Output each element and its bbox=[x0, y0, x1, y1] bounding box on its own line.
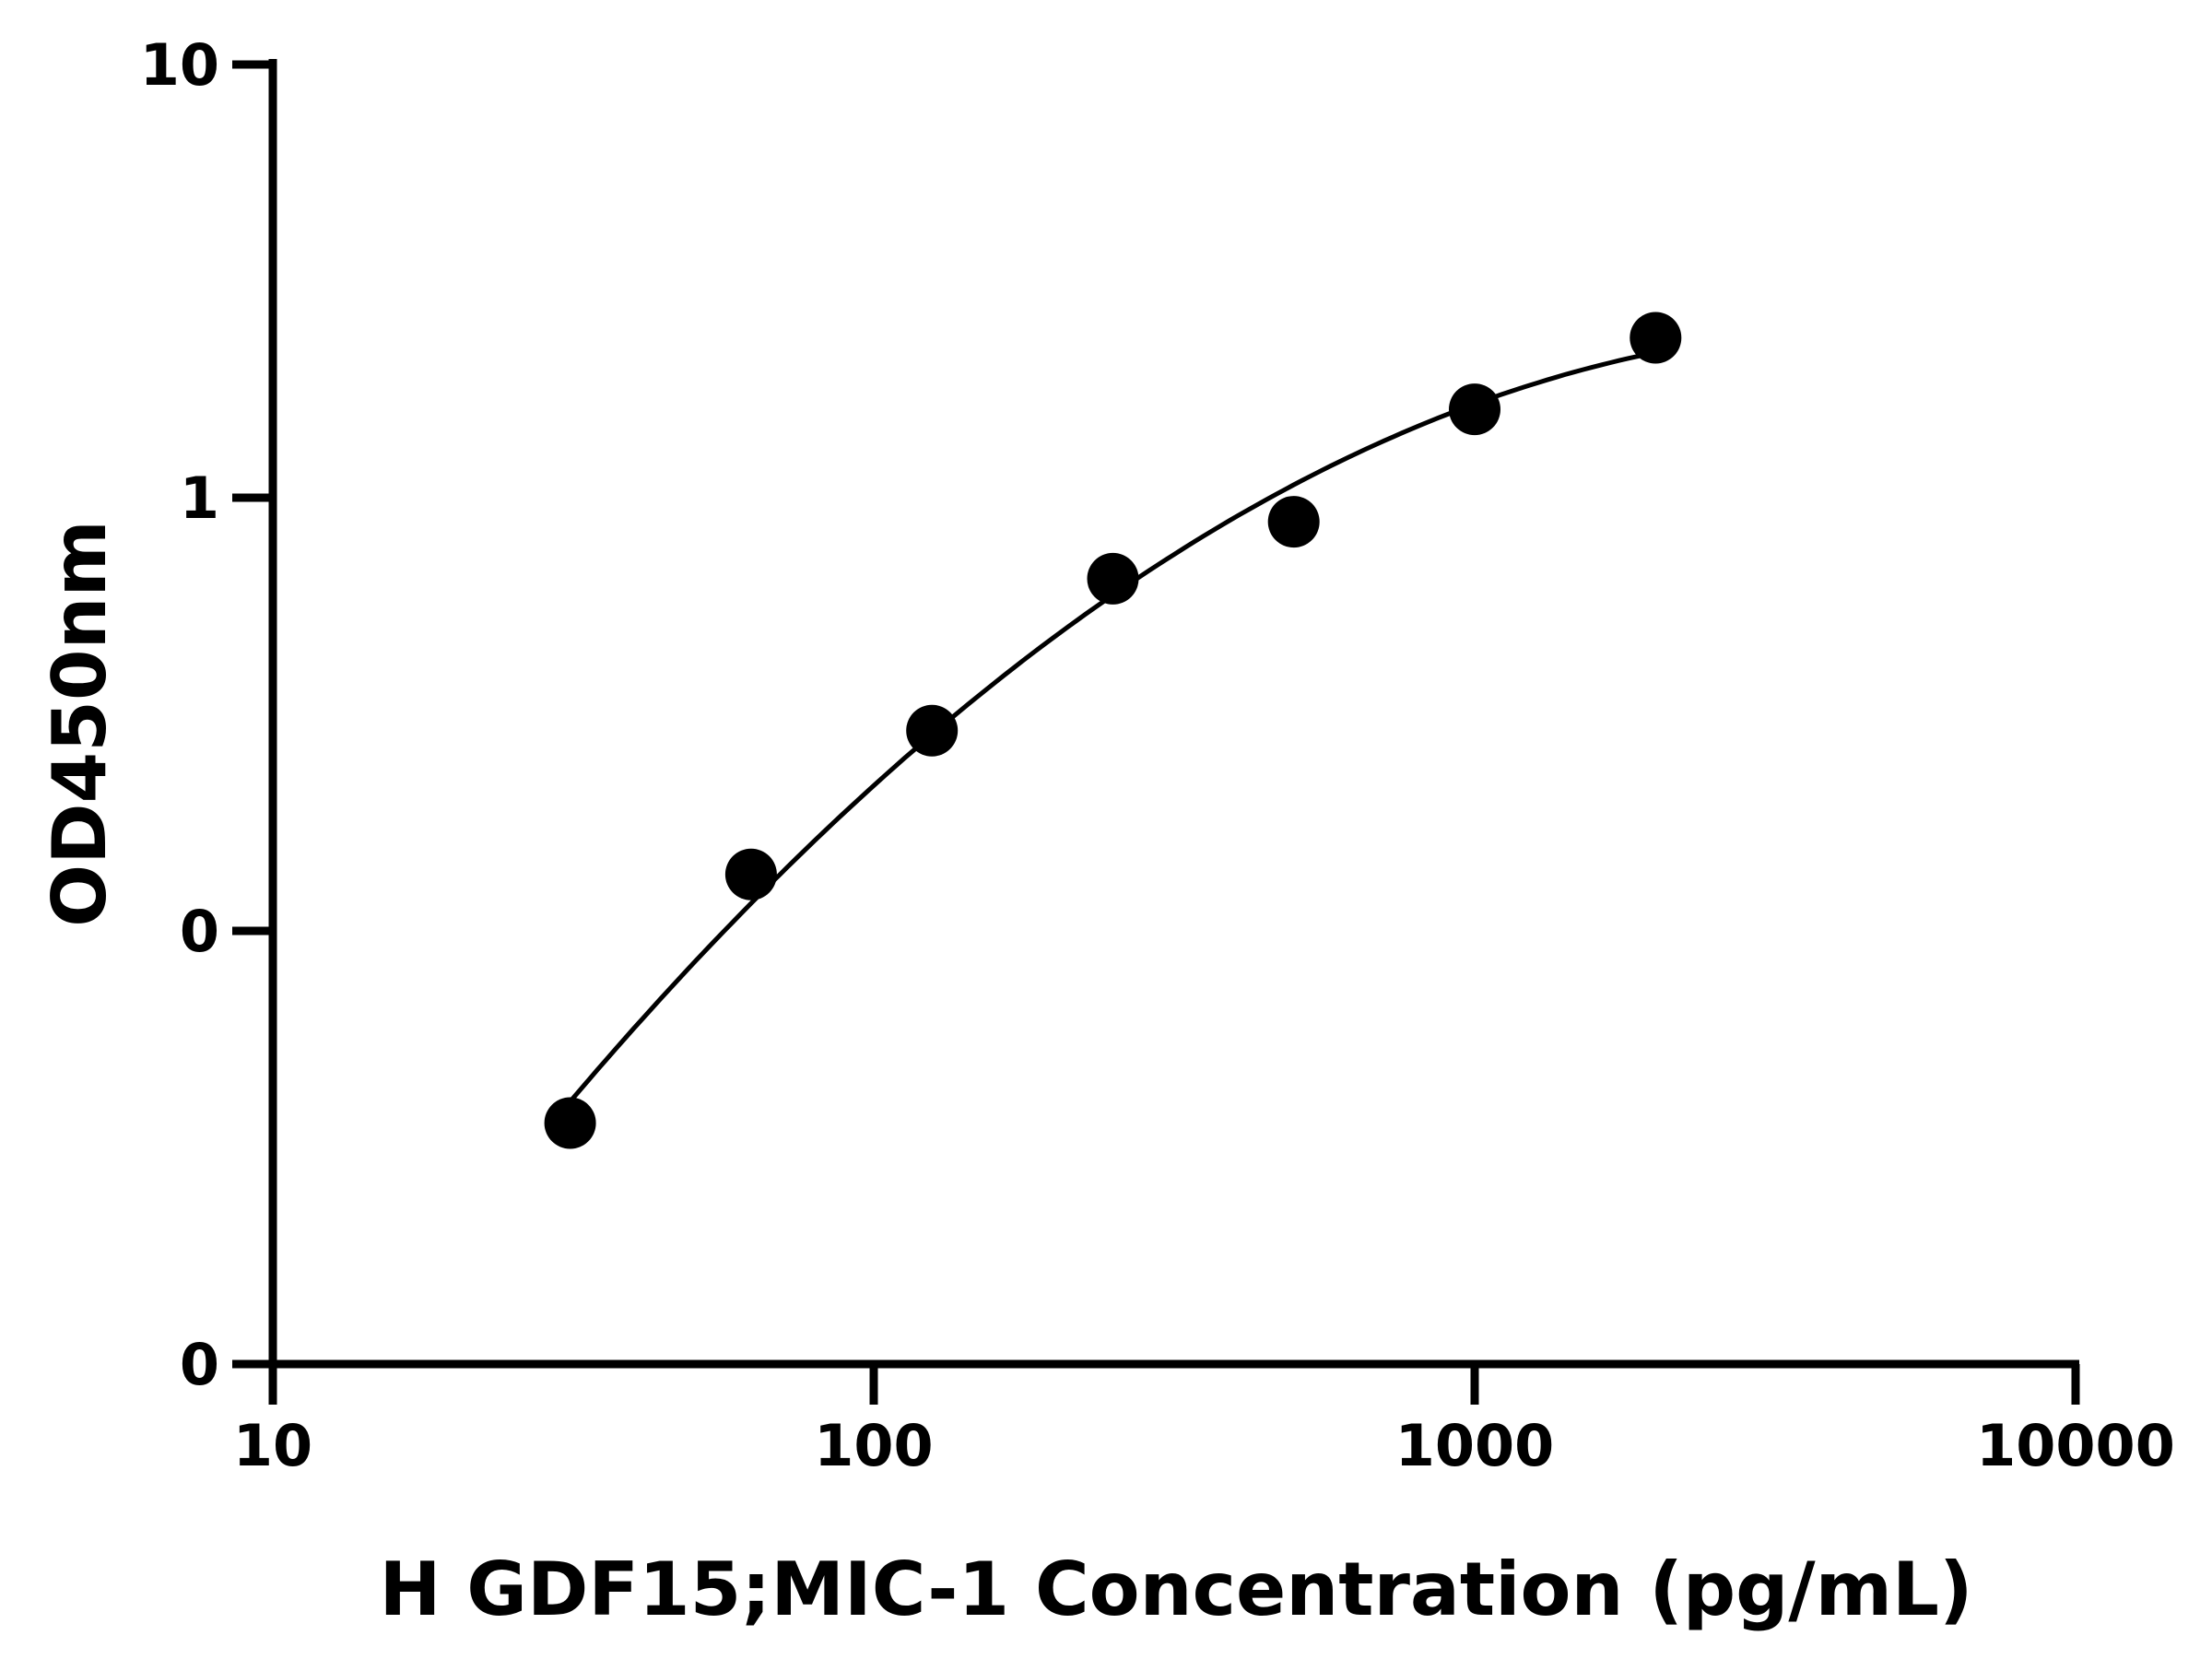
x-axis-title: H GDF15;MIC-1 Concentration (pg/mL) bbox=[379, 1547, 1972, 1632]
data-point bbox=[1087, 552, 1139, 605]
data-point bbox=[1449, 383, 1500, 436]
data-point bbox=[544, 1097, 596, 1149]
data-points bbox=[544, 312, 1682, 1149]
fit-curve-layer bbox=[568, 350, 1656, 1103]
x-tick-label: 10000 bbox=[1976, 1412, 2175, 1479]
data-point bbox=[1630, 312, 1682, 364]
y-tick-label: 10 bbox=[140, 31, 219, 99]
data-point bbox=[724, 848, 777, 900]
y-tick-label: 0 bbox=[180, 898, 219, 965]
y-tick-label: 0 bbox=[180, 1331, 219, 1398]
data-point bbox=[1267, 496, 1320, 548]
y-axis-title: OD450nm bbox=[37, 520, 123, 927]
x-tick-label: 1000 bbox=[1395, 1412, 1555, 1479]
x-tick-label: 10 bbox=[233, 1412, 312, 1479]
data-point bbox=[906, 704, 959, 757]
x-tick-label: 100 bbox=[814, 1412, 933, 1479]
y-tick-label: 1 bbox=[180, 465, 219, 532]
axes bbox=[232, 59, 2080, 1405]
fit-curve bbox=[568, 350, 1656, 1103]
